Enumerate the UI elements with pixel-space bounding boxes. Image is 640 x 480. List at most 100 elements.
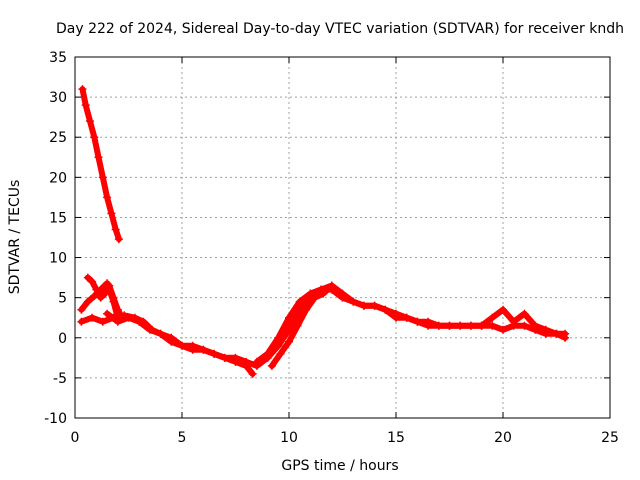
data-point (98, 317, 107, 326)
data-point (338, 289, 347, 298)
data-point (94, 153, 103, 162)
data-point (111, 225, 120, 234)
data-point (210, 349, 219, 358)
data-point (477, 321, 486, 330)
data-point (81, 101, 90, 110)
series-band-track-d (78, 312, 256, 377)
data-point (434, 321, 443, 330)
y-tick-label: 15 (49, 210, 67, 226)
data-point (199, 345, 208, 354)
data-point (293, 321, 302, 330)
data-point (466, 321, 475, 330)
data-point (248, 369, 257, 378)
y-tick-label: 10 (49, 251, 67, 267)
data-point (413, 317, 422, 326)
y-tick-label: 5 (58, 291, 67, 307)
data-point (88, 313, 97, 322)
x-axis-label: GPS time / hours (281, 458, 398, 474)
x-tick-label: 5 (178, 430, 187, 446)
data-marks (77, 85, 570, 378)
data-point (520, 309, 529, 318)
data-point (90, 133, 99, 142)
data-point (83, 297, 92, 306)
data-point (252, 357, 261, 366)
data-point (107, 209, 116, 218)
data-point (96, 293, 105, 302)
data-point (167, 337, 176, 346)
data-point (274, 333, 283, 342)
data-point (98, 173, 107, 182)
data-point (359, 301, 368, 310)
data-point (156, 329, 165, 338)
data-point (85, 117, 94, 126)
data-point (541, 325, 550, 334)
data-point (531, 321, 540, 330)
data-point (77, 305, 86, 314)
data-point (319, 289, 328, 298)
data-point (267, 361, 276, 370)
y-tick-label: -5 (53, 371, 67, 387)
data-point (90, 292, 99, 301)
data-point (103, 309, 112, 318)
series-band-track-f (253, 282, 569, 365)
y-tick-label: 20 (49, 170, 67, 186)
y-axis-label: SDTVAR / TECUs (7, 180, 23, 295)
data-point (402, 313, 411, 322)
data-point (103, 193, 112, 202)
data-point (96, 285, 105, 294)
y-tick-label: 25 (49, 130, 67, 146)
series-band-track-a (79, 86, 122, 243)
y-tick-label: -10 (44, 411, 67, 427)
y-tick-label: 30 (49, 90, 67, 106)
data-point (188, 341, 197, 350)
data-point (231, 353, 240, 362)
chart-title: Day 222 of 2024, Sidereal Day-to-day VTE… (56, 21, 624, 37)
data-point (349, 297, 358, 306)
data-point (306, 289, 315, 298)
data-point (285, 313, 293, 322)
axis-ticks: 0 5 10 15 20 25 -10 -5 0 5 10 15 20 25 30 35 (44, 50, 619, 446)
data-point (424, 317, 433, 326)
data-point (263, 349, 272, 358)
data-point (488, 321, 497, 330)
x-tick-label: 20 (494, 430, 512, 446)
data-point (242, 357, 251, 366)
y-tick-label: 0 (58, 331, 67, 347)
data-point (109, 297, 118, 306)
data-point (310, 293, 319, 302)
data-point (145, 325, 154, 334)
data-point (456, 321, 465, 330)
plot-frame (74, 56, 611, 419)
data-point (499, 305, 507, 314)
data-point (520, 321, 529, 330)
data-point (135, 317, 144, 326)
data-point (509, 317, 518, 326)
grid-lines (75, 57, 610, 418)
data-point (285, 325, 293, 334)
data-point (83, 273, 92, 282)
data-point (370, 301, 379, 310)
y-tick-label: 35 (49, 50, 67, 66)
data-point (488, 313, 497, 322)
data-point (78, 85, 87, 94)
data-point (295, 297, 304, 306)
series-band-track-e (104, 286, 569, 369)
data-point (178, 341, 186, 350)
data-point (561, 333, 570, 342)
data-point (327, 281, 336, 290)
data-point (103, 279, 112, 288)
data-point (113, 317, 122, 326)
data-point (499, 325, 507, 334)
data-point (220, 353, 229, 362)
x-tick-label: 0 (71, 430, 80, 446)
data-point (276, 349, 285, 358)
data-point (392, 309, 400, 318)
data-point (77, 317, 86, 326)
data-point (445, 321, 454, 330)
data-point (302, 305, 311, 314)
x-tick-label: 25 (601, 430, 619, 446)
data-point (114, 235, 123, 244)
data-point (88, 277, 97, 286)
x-tick-label: 10 (280, 430, 298, 446)
